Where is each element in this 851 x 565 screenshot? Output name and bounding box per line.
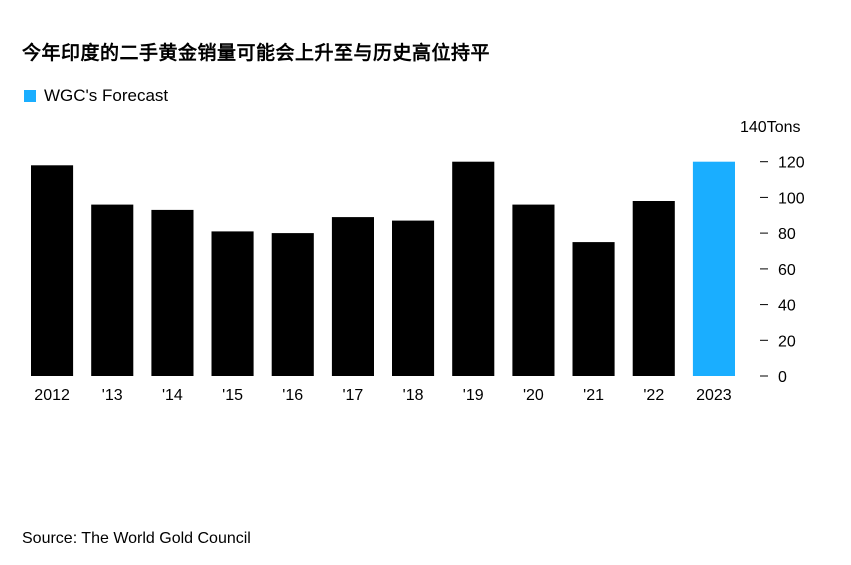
chart-title: 今年印度的二手黄金销量可能会上升至与历史高位持平 [22, 42, 491, 64]
bar-10 [632, 201, 675, 376]
y-tick-label: 0 [778, 369, 787, 386]
bar-1 [91, 204, 134, 376]
x-tick-label: '19 [463, 387, 484, 404]
y-top-value: 140 [740, 119, 767, 136]
legend-swatch-forecast [24, 90, 36, 102]
x-tick-label: '17 [342, 387, 363, 404]
bars-group [31, 161, 735, 376]
bar-4 [271, 233, 314, 376]
y-tick-label: 40 [778, 298, 796, 315]
legend-label-forecast: WGC's Forecast [44, 86, 169, 105]
y-tick-label: 80 [778, 226, 796, 243]
y-tick-label: 100 [778, 190, 805, 207]
x-tick-label: '20 [523, 387, 544, 404]
legend: WGC's Forecast [24, 86, 168, 106]
bar-9 [572, 242, 615, 376]
x-tick-labels: 2012 '13 '14 '15 '16 '17 '18 '19 '20 '21 '22 2023 [34, 387, 731, 404]
bar-2 [151, 209, 194, 376]
x-tick-label: '14 [162, 387, 183, 404]
y-unit-label: Tons [767, 119, 801, 136]
bar-6 [392, 220, 435, 376]
bar-7 [452, 161, 495, 376]
y-tick-label: 60 [778, 262, 796, 279]
x-tick-label: '13 [102, 387, 123, 404]
y-axis: 0 20 40 60 80 100 120 140Tons [740, 119, 805, 386]
x-tick-label: '16 [282, 387, 303, 404]
bar-0 [31, 165, 74, 376]
x-tick-label: 2012 [34, 387, 70, 404]
x-tick-label: '15 [222, 387, 243, 404]
bar-11 [692, 161, 735, 376]
bar-8 [512, 204, 555, 376]
x-tick-label: '21 [583, 387, 604, 404]
bar-3 [211, 231, 254, 376]
x-tick-label: '18 [403, 387, 424, 404]
y-top-label: 140Tons [740, 119, 801, 136]
y-tick-label: 120 [778, 155, 805, 172]
x-tick-label: 2023 [696, 387, 732, 404]
bar-5 [331, 217, 374, 376]
source-note: Source: The World Gold Council [22, 530, 251, 547]
y-tick-label: 20 [778, 333, 796, 350]
x-tick-label: '22 [643, 387, 664, 404]
